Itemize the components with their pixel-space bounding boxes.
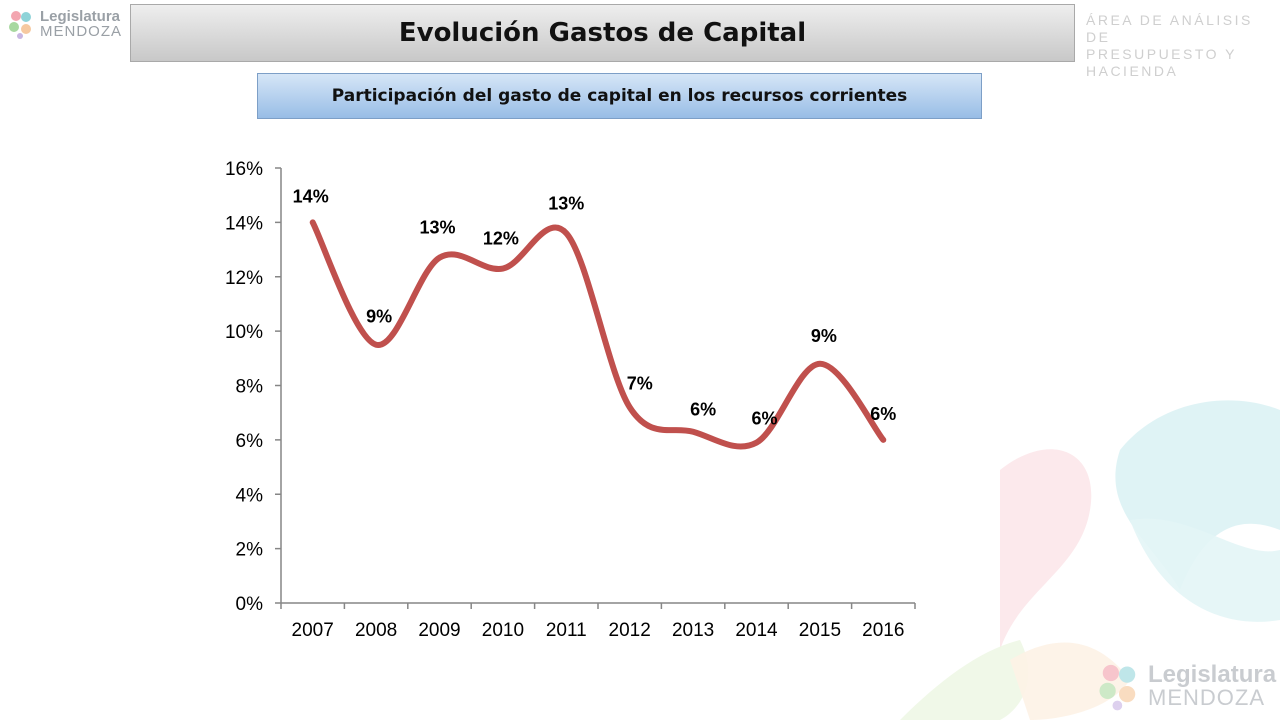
data-label: 6% (690, 400, 716, 420)
y-tick-label: 2% (236, 540, 264, 561)
decorative-background-shapes (900, 400, 1280, 720)
data-label: 9% (366, 307, 392, 327)
y-tick-label: 6% (236, 431, 264, 452)
chart-axes (280, 168, 915, 604)
data-label: 13% (419, 218, 455, 238)
area-label-line1: ÁREA DE ANÁLISIS DE (1086, 12, 1253, 45)
legislatura-mark-icon (1099, 664, 1136, 711)
y-tick-label: 16% (225, 159, 263, 180)
y-tick-label: 10% (225, 322, 263, 343)
data-label: 14% (293, 186, 329, 206)
area-label-line2: PRESUPUESTO Y HACIENDA (1086, 46, 1237, 79)
x-tick-label: 2014 (735, 620, 778, 641)
x-tick-label: 2007 (292, 620, 334, 641)
data-label: 6% (870, 404, 896, 424)
x-tick-label: 2012 (609, 620, 651, 641)
legislatura-logo-bottom: Legislatura MENDOZA (1094, 660, 1276, 712)
title-banner: Evolución Gastos de Capital (130, 4, 1075, 62)
logo-text-line2: MENDOZA (40, 23, 122, 40)
logo-text-line1: Legislatura (40, 8, 121, 25)
subtitle-banner: Participación del gasto de capital en lo… (257, 73, 982, 119)
page-title: Evolución Gastos de Capital (398, 18, 807, 48)
area-label: ÁREA DE ANÁLISIS DE PRESUPUESTO Y HACIEN… (1086, 12, 1280, 80)
x-tick-label: 2015 (799, 620, 841, 641)
x-tick-label: 2008 (355, 620, 397, 641)
data-label: 9% (811, 326, 837, 346)
series-line (309, 219, 887, 450)
x-tick-label: 2011 (546, 620, 587, 641)
y-tick-label: 12% (225, 268, 263, 289)
logo-text-line2: MENDOZA (1148, 685, 1265, 710)
data-label: 6% (751, 409, 777, 429)
y-axis-ticks: 0% 2% 4% 6% 8% 10% 12% 14% 16% (225, 159, 281, 615)
logo-text-line1: Legislatura (1148, 661, 1277, 688)
x-tick-label: 2010 (482, 620, 524, 641)
data-labels: 14% 9% 13% 12% 13% 7% 6% 6% 9% 6% (293, 186, 896, 443)
legislatura-mark-icon (9, 11, 31, 39)
y-tick-label: 0% (236, 594, 264, 615)
chart-title: Participación del gasto de capital en lo… (331, 86, 908, 106)
data-label: 13% (548, 193, 584, 213)
y-tick-label: 14% (225, 213, 263, 234)
x-axis-ticks: 2007 2008 2009 2010 2011 2012 2013 2014 2015 2016 (280, 603, 916, 641)
data-label: 12% (483, 229, 519, 249)
y-tick-label: 8% (236, 377, 264, 398)
data-label: 7% (627, 373, 653, 393)
x-tick-label: 2009 (418, 620, 460, 641)
y-tick-label: 4% (236, 485, 264, 506)
x-tick-label: 2013 (672, 620, 714, 641)
x-tick-label: 2016 (862, 620, 904, 641)
legislatura-logo-top: Legislatura MENDOZA (6, 8, 122, 40)
